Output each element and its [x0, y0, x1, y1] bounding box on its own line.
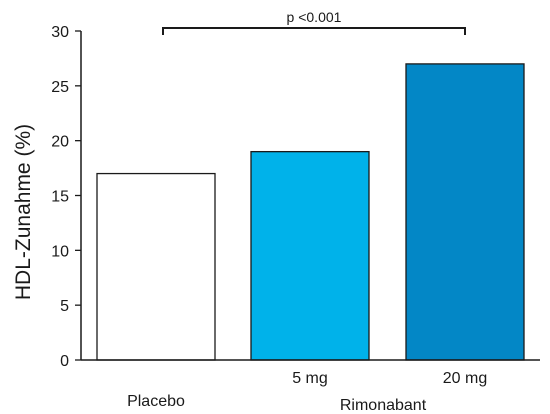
y-tick-label: 25 [51, 79, 69, 96]
bars [96, 63, 525, 361]
x-category-labels: Placebo 5 mg 20 mg [127, 370, 487, 410]
bar-20-mg [405, 63, 525, 361]
y-tick-label: 0 [60, 353, 69, 370]
y-tick-label: 30 [51, 24, 69, 41]
y-tick-label: 20 [51, 134, 69, 151]
bracket-line [162, 27, 466, 35]
y-tick-label: 10 [51, 243, 69, 260]
bar-placebo [96, 172, 216, 361]
x-category-label: 20 mg [443, 370, 487, 387]
group-label: Rimonabant [340, 397, 427, 414]
bar-5-mg [250, 150, 370, 361]
significance-bracket [162, 27, 466, 35]
y-axis-label: HDL-Zunahme (%) [12, 124, 35, 300]
y-tick-label: 5 [60, 298, 69, 315]
x-category-label: Placebo [127, 393, 185, 410]
significance-label: p <0.001 [287, 9, 342, 25]
y-ticks: 0 5 10 15 20 25 30 [51, 24, 81, 370]
x-category-label: 5 mg [292, 370, 328, 387]
y-tick-label: 15 [51, 189, 69, 206]
